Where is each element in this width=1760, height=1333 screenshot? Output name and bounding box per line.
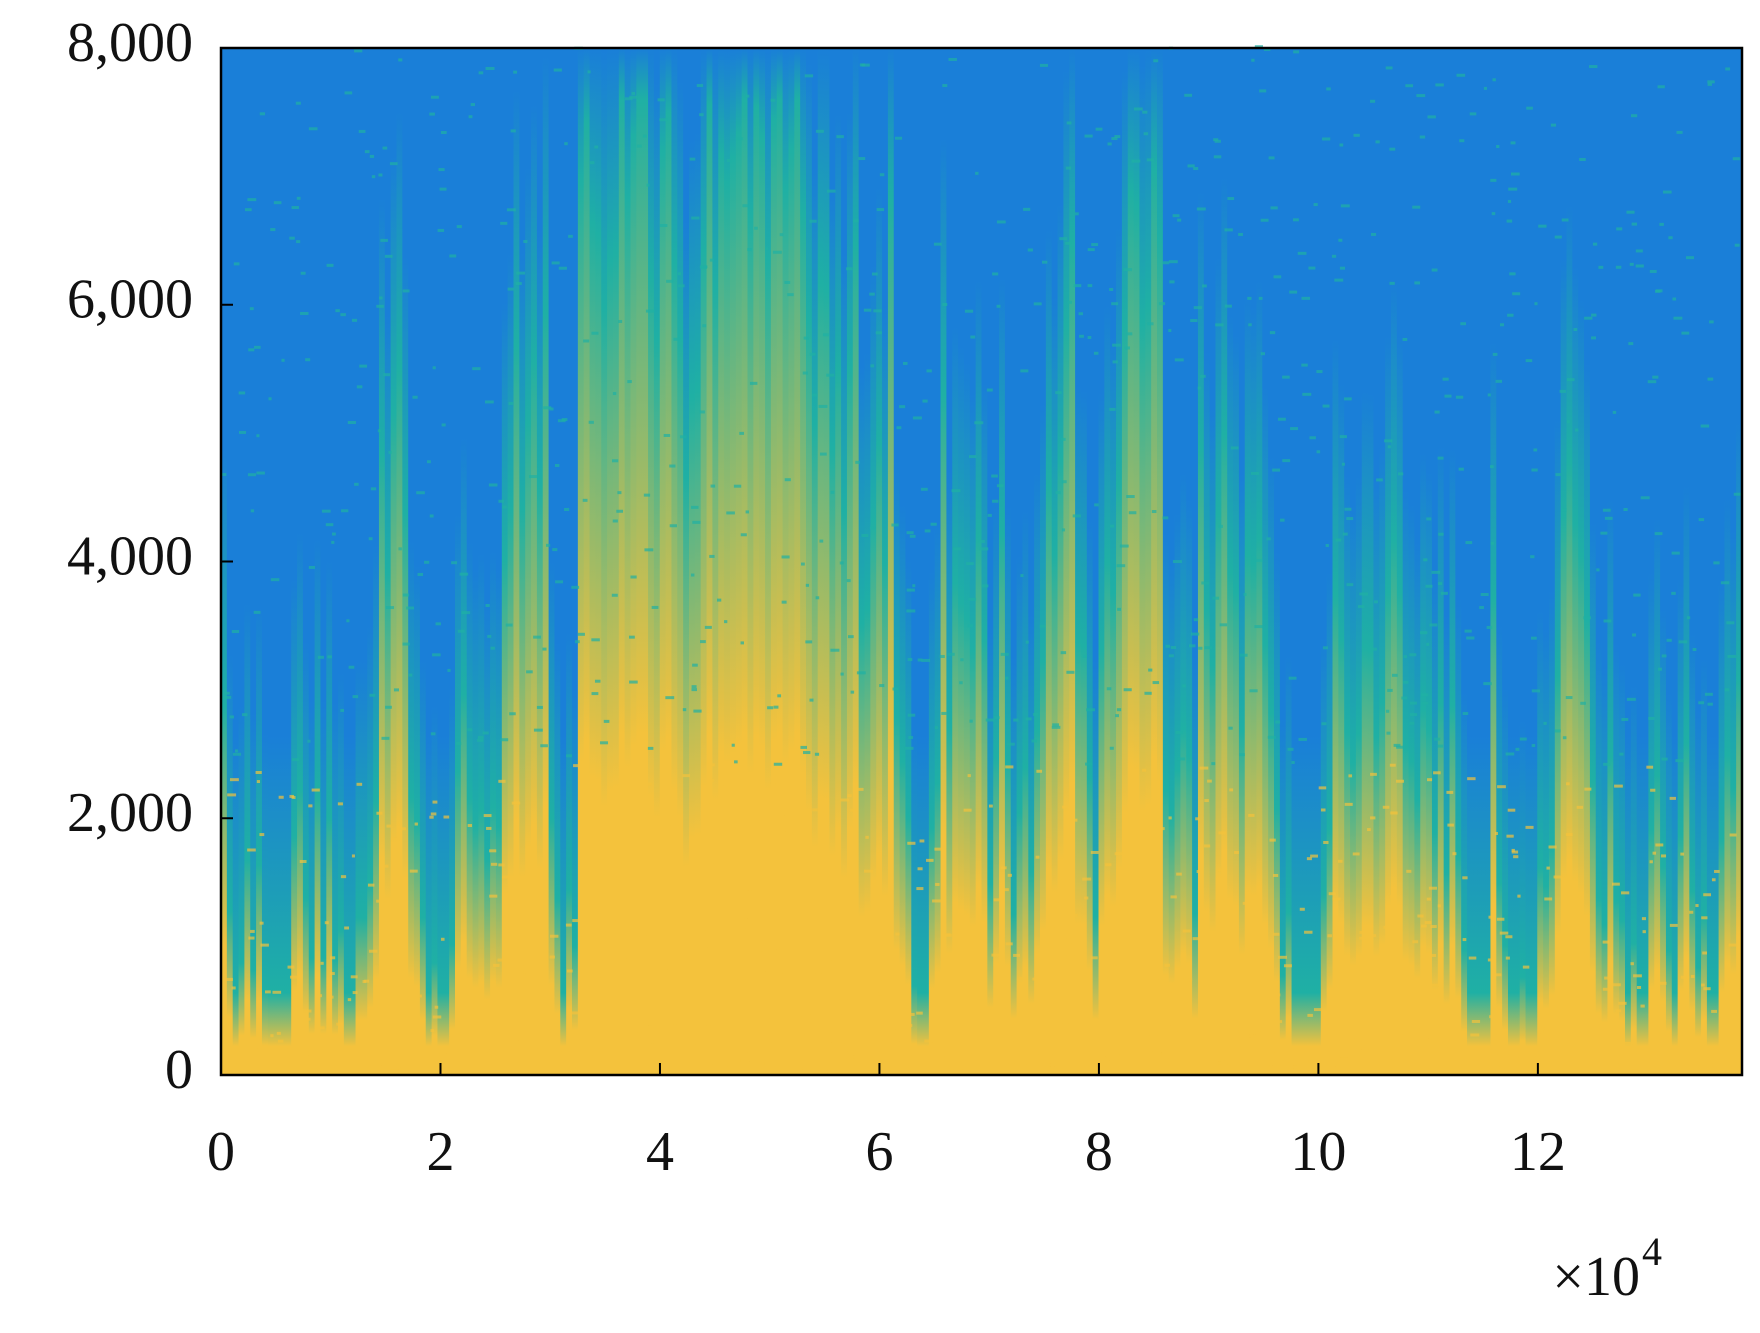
x-tick-label: 8 <box>1085 1121 1113 1183</box>
y-tick-label: 6,000 <box>67 269 193 331</box>
x-tick-label: 12 <box>1510 1121 1566 1183</box>
spectrogram-image <box>221 45 1743 1075</box>
x-scale-base: ×10 <box>1552 1246 1640 1308</box>
x-tick-label: 10 <box>1290 1121 1346 1183</box>
x-tick-label: 6 <box>865 1121 893 1183</box>
y-tick-label: 4,000 <box>67 525 193 587</box>
x-tick-label: 0 <box>207 1121 235 1183</box>
x-tick-label: 2 <box>426 1121 454 1183</box>
y-tick-label: 8,000 <box>67 12 193 74</box>
x-scale-exponent: 4 <box>1642 1229 1662 1274</box>
x-tick-label: 4 <box>646 1121 674 1183</box>
y-tick-label: 0 <box>165 1039 193 1101</box>
y-tick-label: 2,000 <box>67 782 193 844</box>
